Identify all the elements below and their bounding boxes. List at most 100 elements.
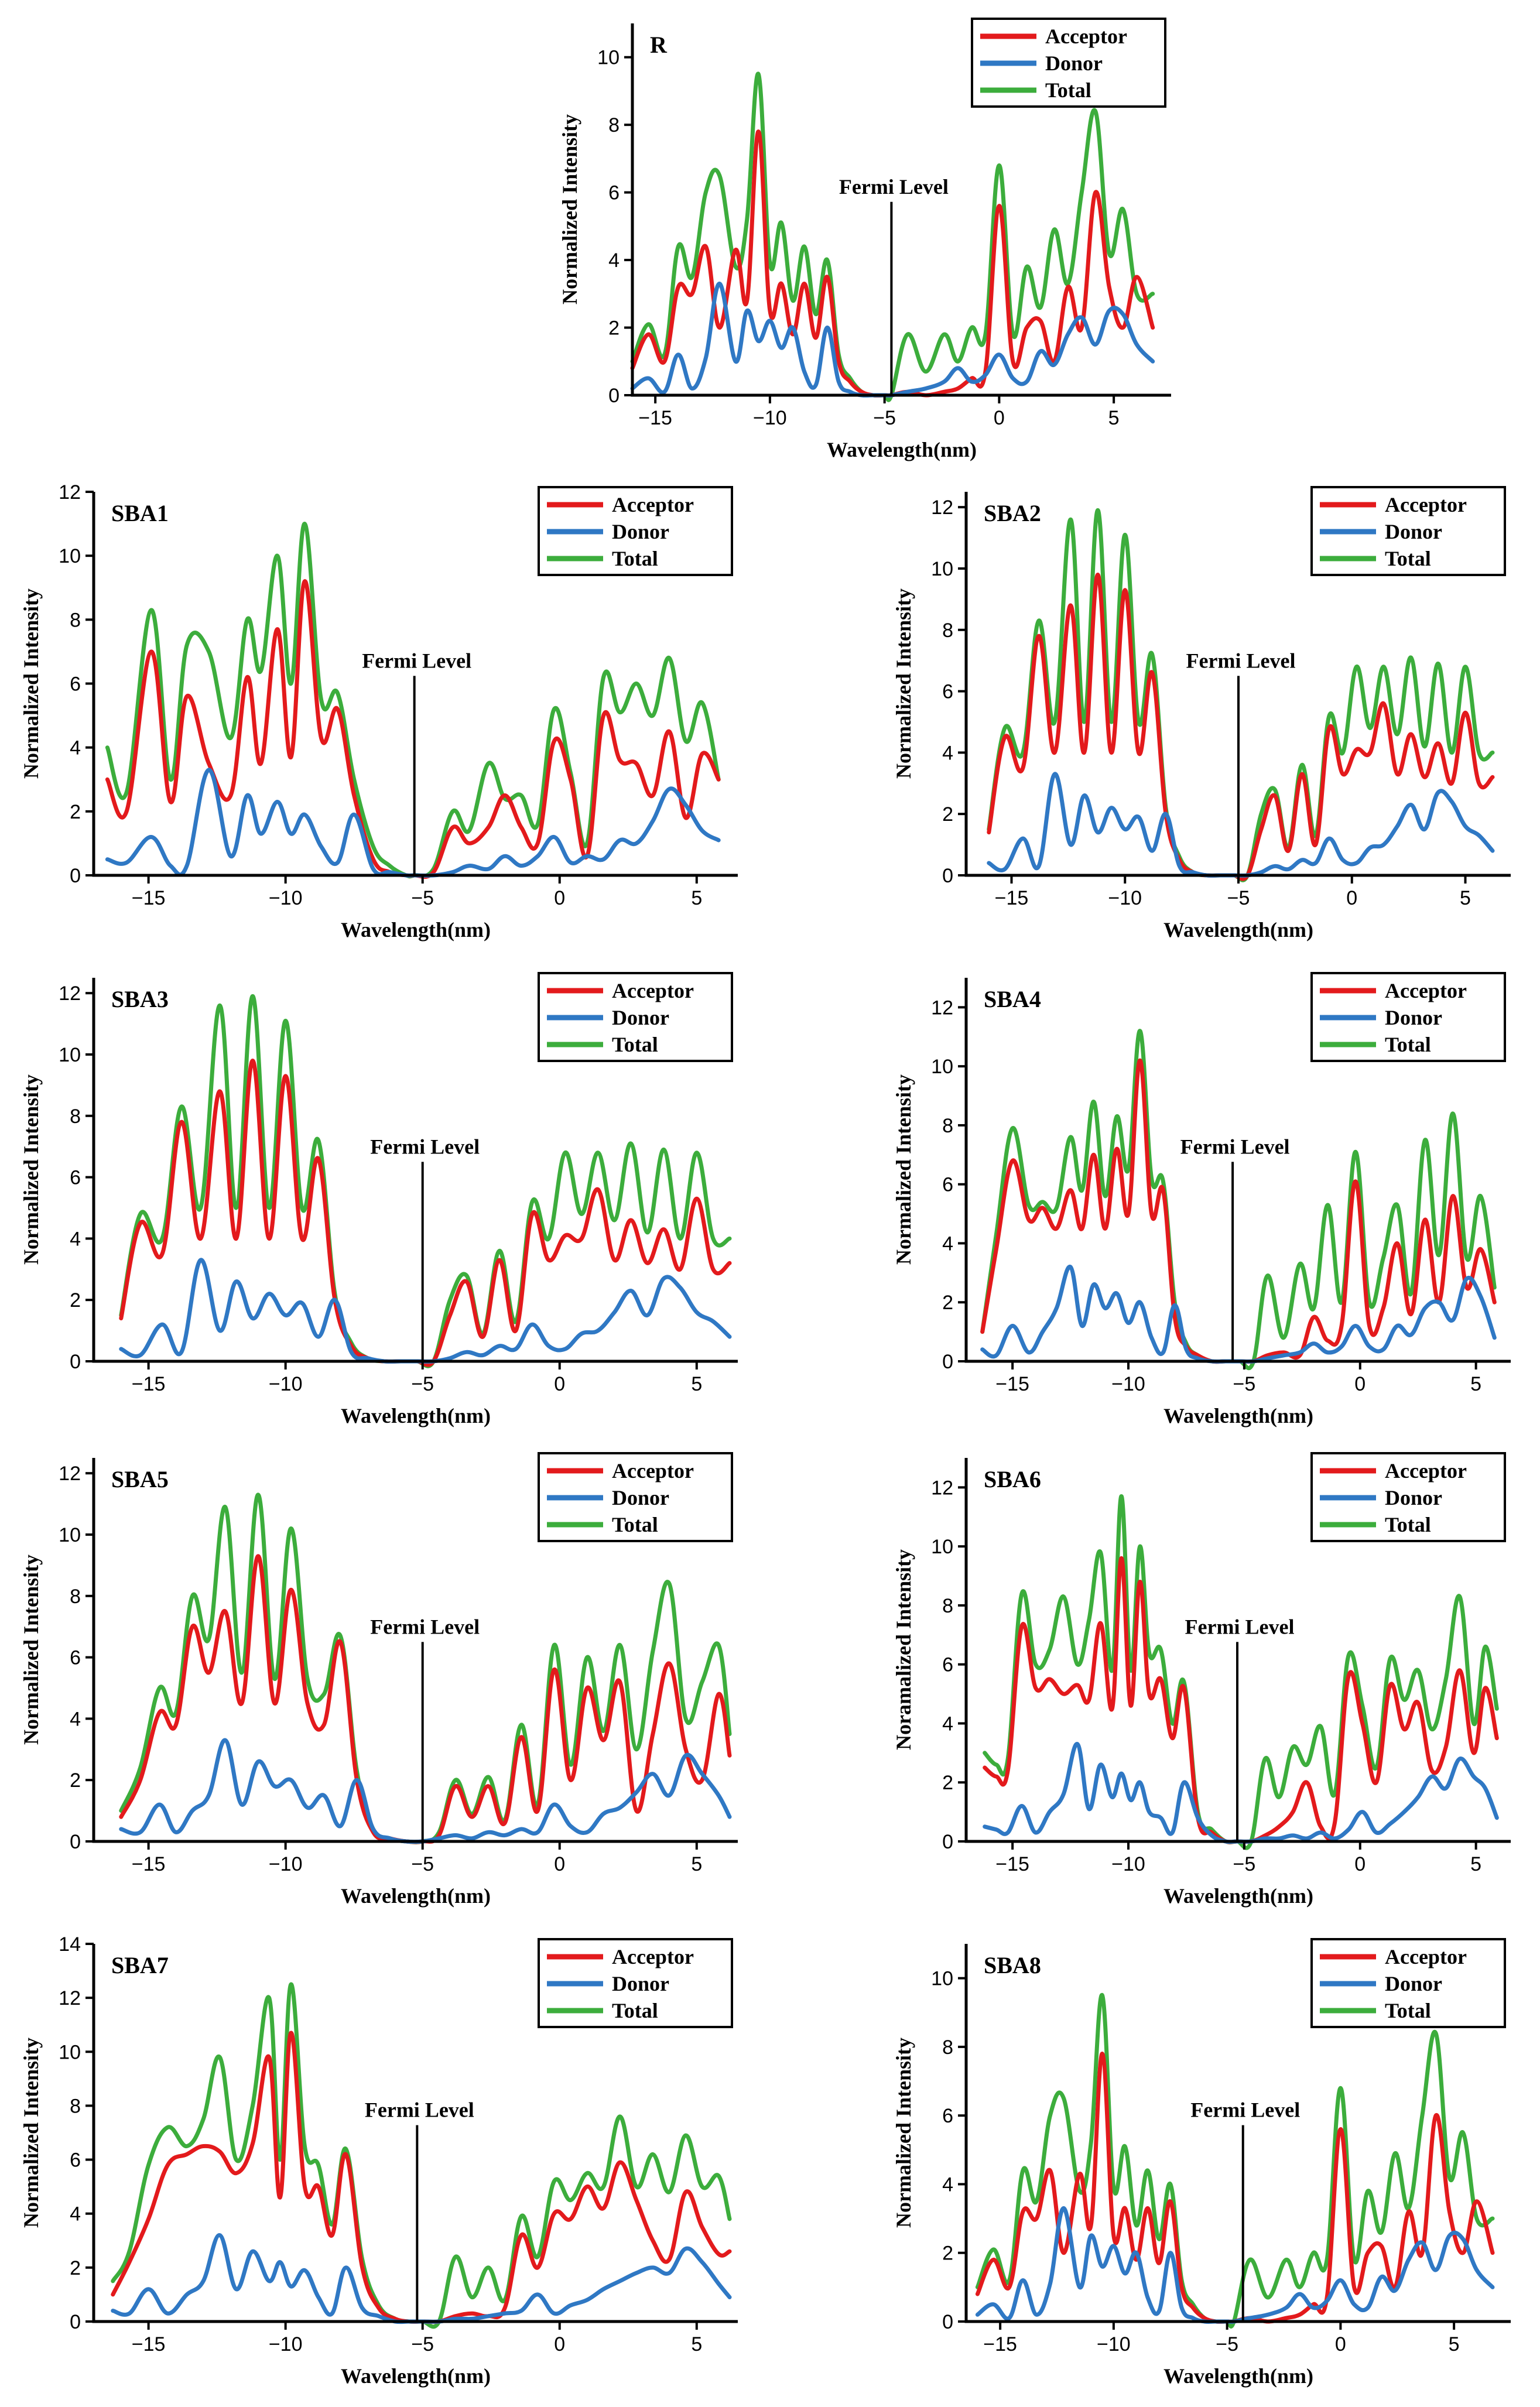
legend: Acceptor Donor Total bbox=[1310, 972, 1506, 1062]
series-line-total bbox=[975, 1993, 1495, 2329]
legend-label-total: Total bbox=[1385, 1033, 1431, 1056]
x-tick-label: 5 bbox=[1460, 887, 1471, 909]
chart-svg-sba6: 0 2 4 6 8 10 12 −15 −10 −5 0 5 Wavelength(nm) Noramal… bbox=[892, 1452, 1511, 1908]
y-tick-label: 6 bbox=[942, 2105, 953, 2127]
legend-label-acceptor: Acceptor bbox=[612, 979, 694, 1002]
x-tick-label: −5 bbox=[1233, 1853, 1256, 1875]
y-tick-label: 10 bbox=[59, 1044, 81, 1066]
legend-label-donor: Donor bbox=[612, 520, 669, 543]
x-tick-label: 5 bbox=[1470, 1373, 1481, 1395]
legend: Acceptor Donor Total bbox=[1310, 486, 1506, 576]
x-tick-label: −15 bbox=[132, 887, 166, 909]
x-tick-label: 0 bbox=[554, 2333, 565, 2355]
legend-label-acceptor: Acceptor bbox=[612, 493, 694, 516]
y-tick-label: 6 bbox=[608, 182, 620, 204]
x-tick-label: 0 bbox=[1346, 887, 1357, 909]
y-tick-label: 0 bbox=[942, 865, 953, 887]
y-tick-label: 8 bbox=[942, 619, 953, 642]
y-tick-label: 0 bbox=[70, 1351, 81, 1373]
chart-panel-sba1: 0 2 4 6 8 10 12 −15 −10 −5 0 5 Wavelength(nm) Normali… bbox=[6, 474, 755, 954]
y-axis-title: Normalized Intensity bbox=[892, 588, 915, 779]
x-tick-label: −15 bbox=[132, 1373, 166, 1395]
y-axis-title: Normalized Intensity bbox=[558, 114, 581, 304]
y-axis-title: Normalized Intensity bbox=[19, 588, 43, 779]
x-tick-label: 0 bbox=[1354, 1373, 1366, 1395]
x-tick-label: −5 bbox=[1227, 887, 1250, 909]
x-axis-title: Wavelength(nm) bbox=[1163, 1404, 1313, 1427]
y-tick-label: 4 bbox=[942, 2173, 953, 2196]
chart-svg-sba1: 0 2 4 6 8 10 12 −15 −10 −5 0 5 Wavelength(nm) Normali… bbox=[19, 481, 738, 941]
y-tick-label: 12 bbox=[59, 481, 81, 504]
x-axis-title: Wavelength(nm) bbox=[341, 1404, 491, 1427]
y-tick-label: 6 bbox=[942, 1174, 953, 1196]
series-line-donor bbox=[111, 2233, 732, 2324]
series-group bbox=[105, 522, 721, 879]
legend-label-total: Total bbox=[1385, 547, 1431, 570]
x-tick-label: −10 bbox=[1111, 1373, 1145, 1395]
y-tick-label: 2 bbox=[70, 1289, 81, 1312]
legend-label-total: Total bbox=[1385, 1999, 1431, 2022]
y-axis-title: Normalized Intensity bbox=[19, 2038, 43, 2228]
y-axis-title: Normalized Intensity bbox=[19, 1074, 43, 1265]
x-tick-label: −15 bbox=[132, 1853, 166, 1875]
x-tick-label: 0 bbox=[1335, 2333, 1346, 2355]
y-tick-label: 4 bbox=[942, 742, 953, 764]
y-tick-label: 2 bbox=[70, 1769, 81, 1792]
panel-label: R bbox=[650, 32, 668, 58]
y-tick-label: 4 bbox=[942, 1232, 953, 1255]
chart-panel-sba2: 0 2 4 6 8 10 12 −15 −10 −5 0 5 Wavelength(nm) Normali… bbox=[878, 474, 1528, 954]
y-tick-label: 8 bbox=[70, 1586, 81, 1608]
y-tick-label: 6 bbox=[942, 681, 953, 703]
y-tick-label: 12 bbox=[931, 1477, 953, 1499]
y-tick-label: 8 bbox=[942, 2036, 953, 2059]
panel-label: SBA1 bbox=[111, 500, 169, 526]
y-tick-label: 2 bbox=[942, 803, 953, 826]
x-axis-title: Wavelength(nm) bbox=[1163, 2364, 1313, 2388]
y-tick-label: 10 bbox=[59, 545, 81, 567]
y-tick-label: 0 bbox=[70, 1831, 81, 1853]
y-tick-label: 0 bbox=[942, 2311, 953, 2333]
legend: Acceptor Donor Total bbox=[538, 972, 733, 1062]
series-group bbox=[980, 1029, 1497, 1371]
y-tick-label: 4 bbox=[70, 1228, 81, 1250]
x-tick-label: 5 bbox=[1449, 2333, 1460, 2355]
x-tick-label: 5 bbox=[691, 887, 702, 909]
chart-svg-sba2: 0 2 4 6 8 10 12 −15 −10 −5 0 5 Wavelength(nm) Normali… bbox=[892, 486, 1511, 941]
y-tick-label: 2 bbox=[70, 2257, 81, 2279]
legend-label-total: Total bbox=[612, 1999, 658, 2022]
y-tick-label: 6 bbox=[70, 2149, 81, 2172]
y-tick-label: 10 bbox=[931, 558, 953, 580]
x-axis-title: Wavelength(nm) bbox=[341, 2364, 491, 2388]
panel-label: SBA8 bbox=[984, 1952, 1041, 1978]
y-tick-label: 0 bbox=[70, 865, 81, 887]
legend-label-total: Total bbox=[1385, 1513, 1431, 1536]
series-line-donor bbox=[119, 1738, 732, 1844]
y-tick-label: 0 bbox=[942, 1351, 953, 1373]
fermi-level-label: Fermi Level bbox=[1186, 649, 1296, 672]
y-tick-label: 0 bbox=[942, 1831, 953, 1853]
legend-label-donor: Donor bbox=[612, 1006, 669, 1029]
y-tick-label: 2 bbox=[608, 317, 620, 340]
chart-panel-r: 0 2 4 6 8 10 −15 −10 −5 0 5 Wavelength(nm) Normalize… bbox=[545, 6, 1189, 474]
y-axis-title: Noramalized Intensity bbox=[892, 1549, 915, 1750]
x-tick-label: 0 bbox=[994, 407, 1005, 429]
chart-svg-sba5: 0 2 4 6 8 10 12 −15 −10 −5 0 5 Wavelength(nm) Normali… bbox=[19, 1452, 738, 1908]
legend: Acceptor Donor Total bbox=[971, 18, 1166, 108]
chart-svg-sba7: 0 2 4 6 8 10 12 14 −15 −10 −5 0 5 Wavelength(nm) Norma… bbox=[19, 1933, 738, 2388]
x-tick-label: −5 bbox=[411, 887, 434, 909]
legend-label-total: Total bbox=[1045, 78, 1091, 102]
chart-panel-sba5: 0 2 4 6 8 10 12 −15 −10 −5 0 5 Wavelength(nm) Normali… bbox=[6, 1440, 755, 1920]
y-axis-title: Normalized Intensity bbox=[892, 2038, 915, 2228]
y-tick-label: 8 bbox=[942, 1595, 953, 1617]
legend: Acceptor Donor Total bbox=[538, 486, 733, 576]
x-tick-label: 0 bbox=[554, 1853, 565, 1875]
fermi-level-label: Fermi Level bbox=[370, 1615, 480, 1638]
y-tick-label: 4 bbox=[70, 2203, 81, 2225]
series-line-total bbox=[980, 1029, 1497, 1371]
chart-panel-sba4: 0 2 4 6 8 10 12 −15 −10 −5 0 5 Wavelength(nm) Normali… bbox=[878, 960, 1528, 1440]
y-tick-label: 12 bbox=[59, 1987, 81, 2009]
x-tick-label: −5 bbox=[1233, 1373, 1256, 1395]
y-tick-label: 0 bbox=[608, 385, 620, 407]
x-tick-label: −15 bbox=[638, 407, 672, 429]
y-tick-label: 6 bbox=[70, 1167, 81, 1189]
